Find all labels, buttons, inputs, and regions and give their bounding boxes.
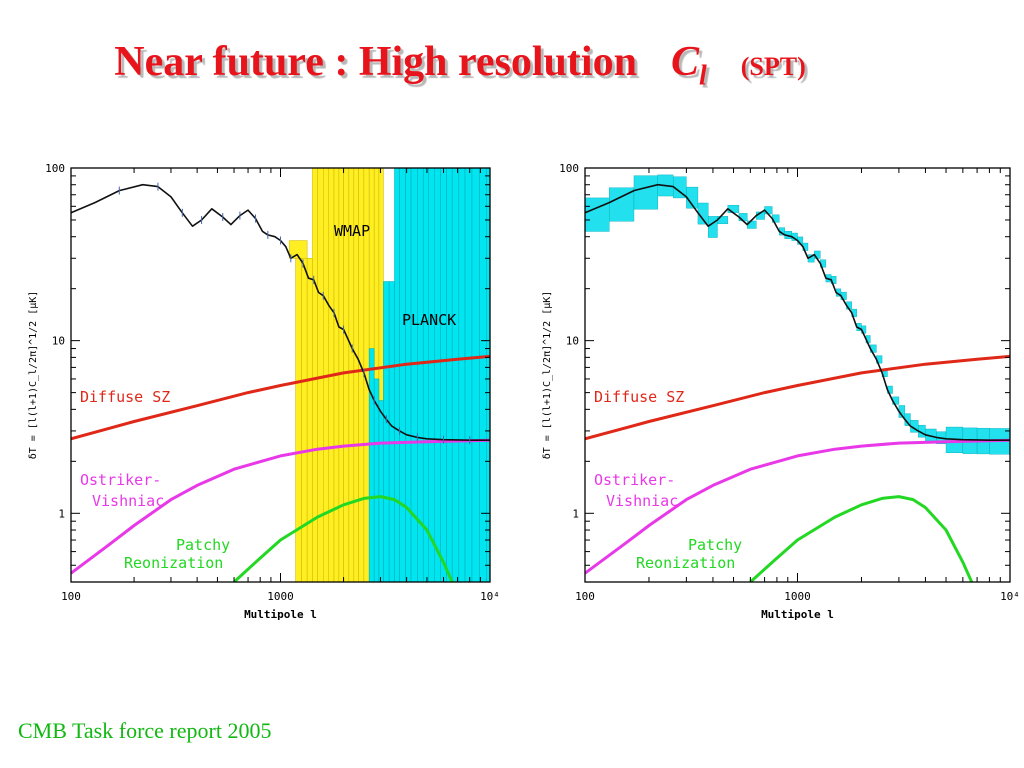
y-tick-label: 100 [559, 162, 579, 175]
plot-area [71, 168, 490, 582]
label-pr2: Reonization [636, 554, 735, 572]
spt-error-box [727, 204, 740, 213]
y-tick-label: 100 [45, 162, 65, 175]
planck-bin [399, 168, 406, 582]
plot-frame [584, 167, 1011, 583]
y-tick-label: 10 [566, 335, 579, 348]
label-ov1: Ostriker- [80, 471, 161, 489]
planck-bin [451, 168, 460, 582]
planck-bin [373, 378, 380, 582]
y-tick-label: 1 [58, 507, 65, 520]
x-axis-label: Multipole l [761, 608, 834, 621]
planck-bin [383, 281, 390, 582]
label-diffuse: Diffuse SZ [594, 388, 684, 406]
wmap-bin [295, 258, 302, 582]
wmap-bin [306, 258, 313, 582]
planck-bin [422, 168, 429, 582]
title-main: Near future : High resolution [114, 39, 637, 85]
spt-error-box [633, 175, 658, 210]
planck-bin [434, 168, 441, 582]
label-ov1: Ostriker- [594, 471, 675, 489]
wmap-bin [288, 240, 308, 259]
planck-bin [405, 168, 412, 582]
y-axis-label: δT = [l(l+1)C_l/2π]^1/2 [μK] [28, 291, 39, 460]
x-axis-label: Multipole l [244, 608, 317, 621]
planck-bin [378, 400, 384, 582]
planck-bin [458, 168, 466, 582]
cmb-curve [71, 183, 490, 441]
axis-ticks [70, 168, 490, 583]
planck-bin [428, 168, 436, 582]
cmb-curve [585, 183, 1010, 441]
title-cl: Cl [670, 39, 707, 91]
ostriker-vishniac-curve [585, 438, 1010, 575]
spt-error-box [708, 216, 718, 238]
chart-right: 100 1000 10⁴ 1 10 100 Multipole l δT = [l(l+1)C… [542, 162, 1020, 621]
y-axis-label: δT = [l(l+1)C_l/2π]^1/2 [μK] [542, 291, 553, 460]
label-planck: PLANCK [402, 311, 456, 329]
label-wmap: WMAP [334, 222, 370, 240]
diffuse-sz-curve [585, 354, 1010, 441]
ostriker-vishniac-curve [71, 438, 490, 575]
planck-bin [479, 168, 487, 582]
y-tick-label: 1 [572, 507, 579, 520]
planck-bin [464, 168, 473, 582]
planck-bin [388, 281, 395, 582]
planck-bin [471, 168, 480, 582]
title-tag: (SPT) [740, 52, 806, 81]
diffuse-sz-curve [71, 354, 490, 441]
label-ov2: Vishniac [92, 492, 164, 510]
spt-error-box [585, 197, 610, 232]
title-cl-letter: C [670, 39, 699, 85]
label-ov2: Vishniac [606, 492, 678, 510]
spt-error-box [747, 220, 757, 229]
x-tick-label: 10⁴ [480, 590, 500, 603]
planck-bin [368, 348, 375, 582]
x-tick-label: 100 [61, 590, 81, 603]
label-pr2: Reonization [124, 554, 223, 572]
wmap-bin [301, 258, 308, 582]
planck-bin [486, 168, 490, 582]
title-cl-sub: l [698, 60, 707, 92]
footer-note: CMB Task force report 2005 [18, 718, 272, 743]
y-tick-label: 10 [52, 335, 65, 348]
planck-bin [446, 168, 453, 582]
patchy-reionization-curve [749, 495, 974, 582]
plot-area [585, 174, 1010, 582]
x-tick-label: 10⁴ [1000, 590, 1020, 603]
axis-ticks [584, 168, 1010, 583]
chart-left: 100 1000 10⁴ 1 10 100 Multipole l δT = [l(l+1)C… [28, 162, 500, 621]
planck-bin [394, 168, 400, 582]
x-tick-label: 1000 [267, 590, 294, 603]
wmap-bin [317, 168, 324, 582]
slide-title: Near future : High resolution Cl (SPT) [0, 38, 920, 92]
patchy-reionization-curve [232, 495, 454, 582]
x-tick-label: 100 [575, 590, 595, 603]
label-diffuse: Diffuse SZ [80, 388, 170, 406]
label-pr1: Patchy [688, 536, 742, 554]
x-tick-label: 1000 [784, 590, 811, 603]
planck-bin [440, 168, 447, 582]
label-pr1: Patchy [176, 536, 230, 554]
